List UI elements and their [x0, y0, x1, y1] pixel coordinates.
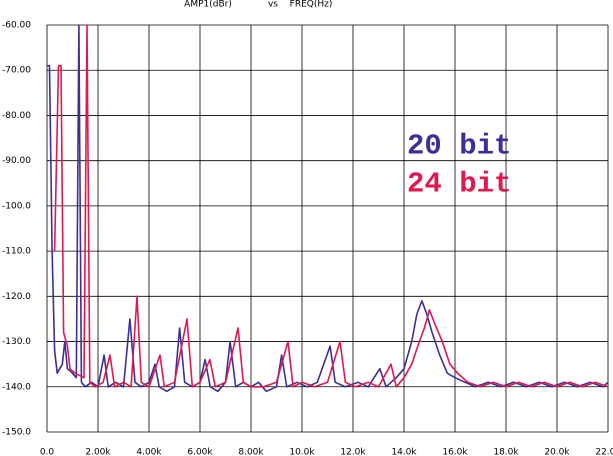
y-tick-label: -70.00: [2, 66, 31, 76]
x-tick-label: 18.0k: [493, 448, 519, 456]
x-tick-label: 8.00k: [238, 448, 264, 456]
x-tick-label: 16.0k: [442, 448, 468, 456]
y-axis-title: AMP1(dBr): [184, 0, 232, 10]
y-tick-label: -150.0: [2, 428, 31, 438]
series-line: [53, 24, 609, 388]
legend-entry: 20 bit: [407, 130, 511, 163]
legend-entry: 24 bit: [407, 168, 511, 201]
y-tick-label: -60.00: [2, 21, 31, 31]
x-axis-title: FREQ(Hz): [290, 0, 333, 10]
y-tick-label: -80.00: [2, 111, 31, 121]
x-tick-label: 20.0k: [544, 448, 570, 456]
y-tick-label: -140.0: [2, 382, 31, 392]
x-tick-label: 4.00k: [136, 448, 162, 456]
y-tick-label: -120.0: [2, 292, 31, 302]
x-tick-label: 6.00k: [187, 448, 213, 456]
y-tick-label: -110.0: [2, 247, 31, 257]
chart-title: vs: [268, 0, 278, 10]
x-tick-label: 12.0k: [340, 448, 366, 456]
x-tick-label: 14.0k: [391, 448, 417, 456]
x-tick-label: 0.0: [40, 448, 55, 456]
y-tick-label: -100.0: [2, 201, 31, 211]
y-tick-label: -90.00: [2, 156, 31, 166]
series-line: [47, 24, 609, 393]
y-tick-label: -130.0: [2, 337, 31, 347]
x-tick-label: 10.0k: [289, 448, 315, 456]
x-tick-label: 2.00k: [85, 448, 111, 456]
x-tick-label: 22.0k: [595, 448, 613, 456]
